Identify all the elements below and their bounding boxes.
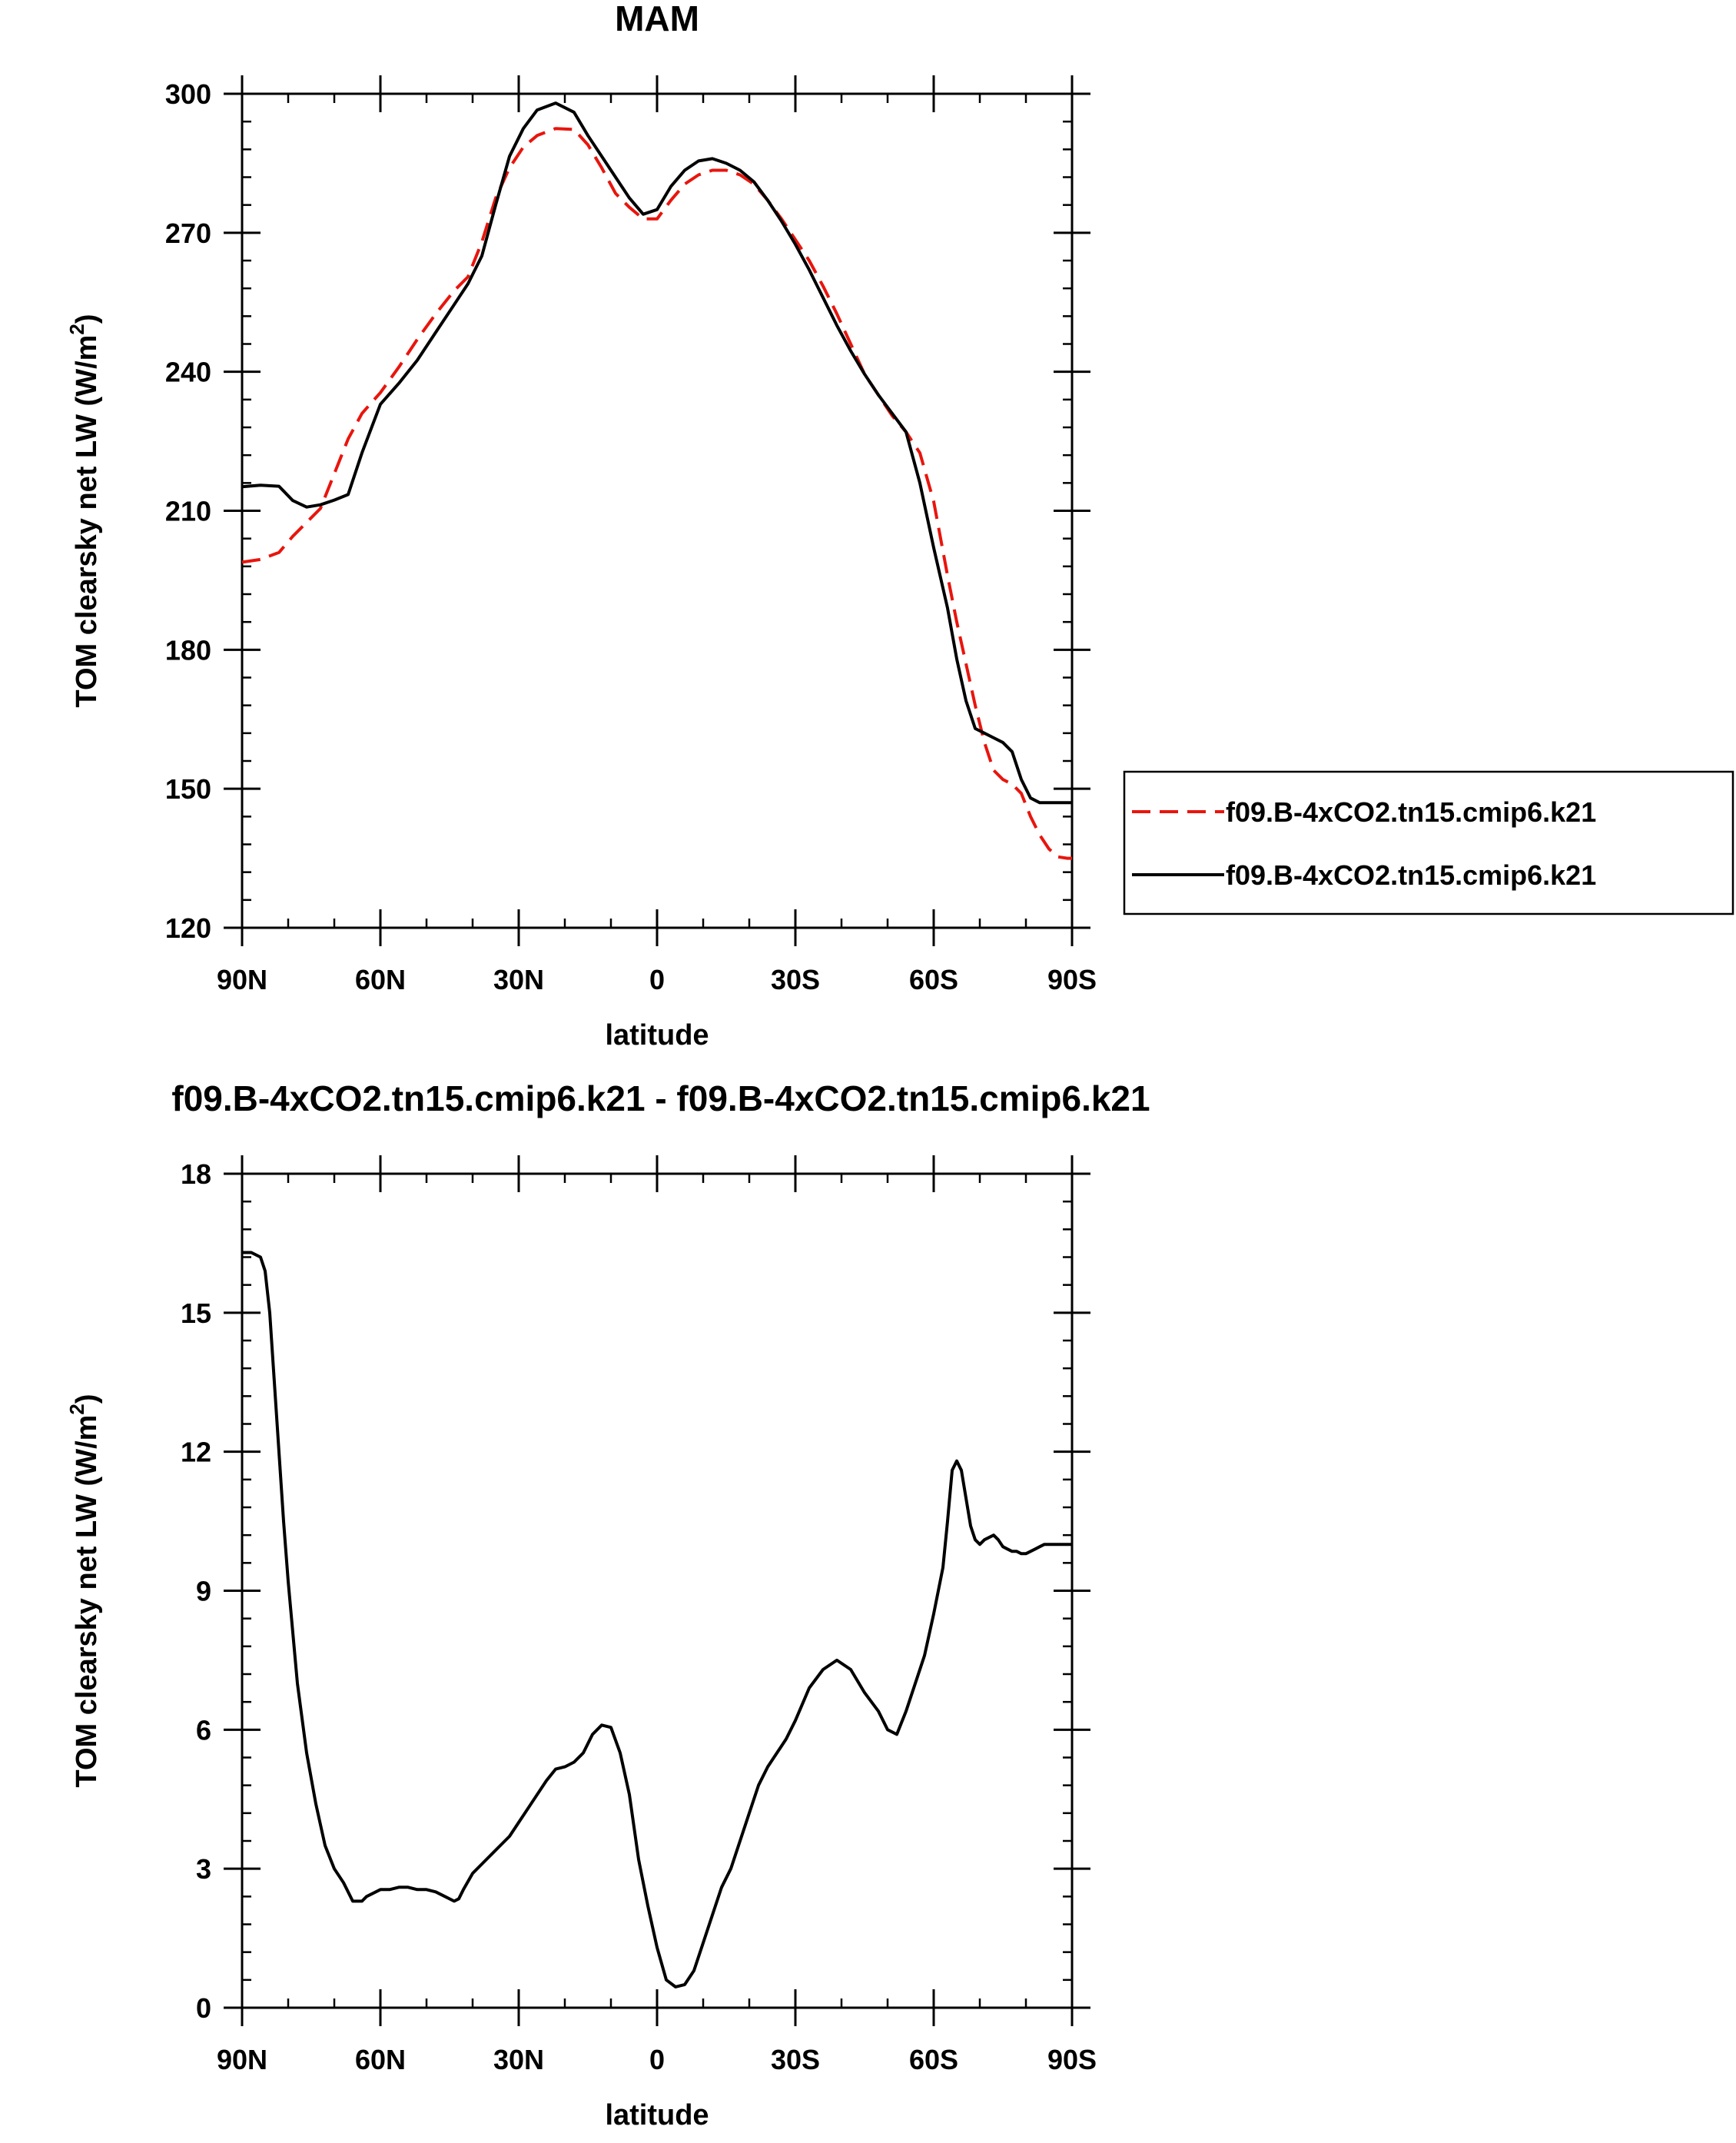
y-tick-label: 300	[165, 78, 211, 110]
x-tick-label: 60N	[355, 964, 406, 995]
y-tick-label: 240	[165, 357, 211, 388]
x-tick-label: 90N	[217, 2044, 267, 2075]
legend-entry-1: f09.B-4xCO2.tn15.cmip6.k21	[1226, 859, 1596, 891]
y-axis-label: TOM clearsky net LW (W/m2)	[65, 314, 103, 707]
y-tick-label: 120	[165, 912, 211, 944]
y-tick-label: 150	[165, 773, 211, 805]
top-panel: MAM 120 150 180 210 240 270 300 90N 60N 30N 0 30S 60S…	[65, 0, 1097, 1052]
y-tick-label: 6	[196, 1714, 211, 1746]
x-tick-label: 0	[649, 2044, 665, 2075]
x-tick-label: 30S	[771, 964, 820, 995]
y-tick-label: 0	[196, 1992, 211, 2024]
bottom-panel: f09.B-4xCO2.tn15.cmip6.k21 - f09.B-4xCO2…	[65, 1078, 1150, 2131]
x-tick-label: 0	[649, 964, 665, 995]
y-tick-label: 18	[181, 1158, 211, 1190]
legend: f09.B-4xCO2.tn15.cmip6.k21 f09.B-4xCO2.tn…	[1123, 770, 1734, 915]
plot-frame	[241, 1172, 1074, 2009]
y-tick-label: 270	[165, 218, 211, 249]
x-axis-label: latitude	[605, 1019, 709, 1052]
x-tick-label: 60S	[909, 964, 958, 995]
legend-entry-0: f09.B-4xCO2.tn15.cmip6.k21	[1226, 796, 1596, 828]
y-tick-label: 210	[165, 496, 211, 527]
y-tick-label: 12	[181, 1437, 211, 1468]
x-axis-label: latitude	[605, 2099, 709, 2131]
x-tick-label: 90N	[217, 964, 267, 995]
x-tick-label: 90S	[1047, 2044, 1097, 2075]
y-tick-label: 3	[196, 1853, 211, 1885]
series-line-0	[242, 1251, 1072, 1989]
series-line-0	[241, 127, 1072, 860]
x-tick-label: 30N	[493, 2044, 544, 2075]
series-line-1	[241, 101, 1072, 805]
x-tick-label: 60N	[355, 2044, 406, 2075]
y-tick-label: 15	[181, 1297, 211, 1329]
chart-title: f09.B-4xCO2.tn15.cmip6.k21 - f09.B-4xCO2…	[171, 1078, 1150, 1118]
y-axis-label: TOM clearsky net LW (W/m2)	[65, 1394, 103, 1787]
x-tick-label: 30S	[771, 2044, 820, 2075]
x-tick-label: 60S	[909, 2044, 958, 2075]
y-tick-label: 9	[196, 1576, 211, 1607]
legend-box	[1123, 770, 1734, 915]
x-tick-label: 30N	[493, 964, 544, 995]
x-tick-label: 90S	[1047, 964, 1097, 995]
chart-title: MAM	[615, 0, 699, 38]
y-tick-label: 180	[165, 634, 211, 666]
